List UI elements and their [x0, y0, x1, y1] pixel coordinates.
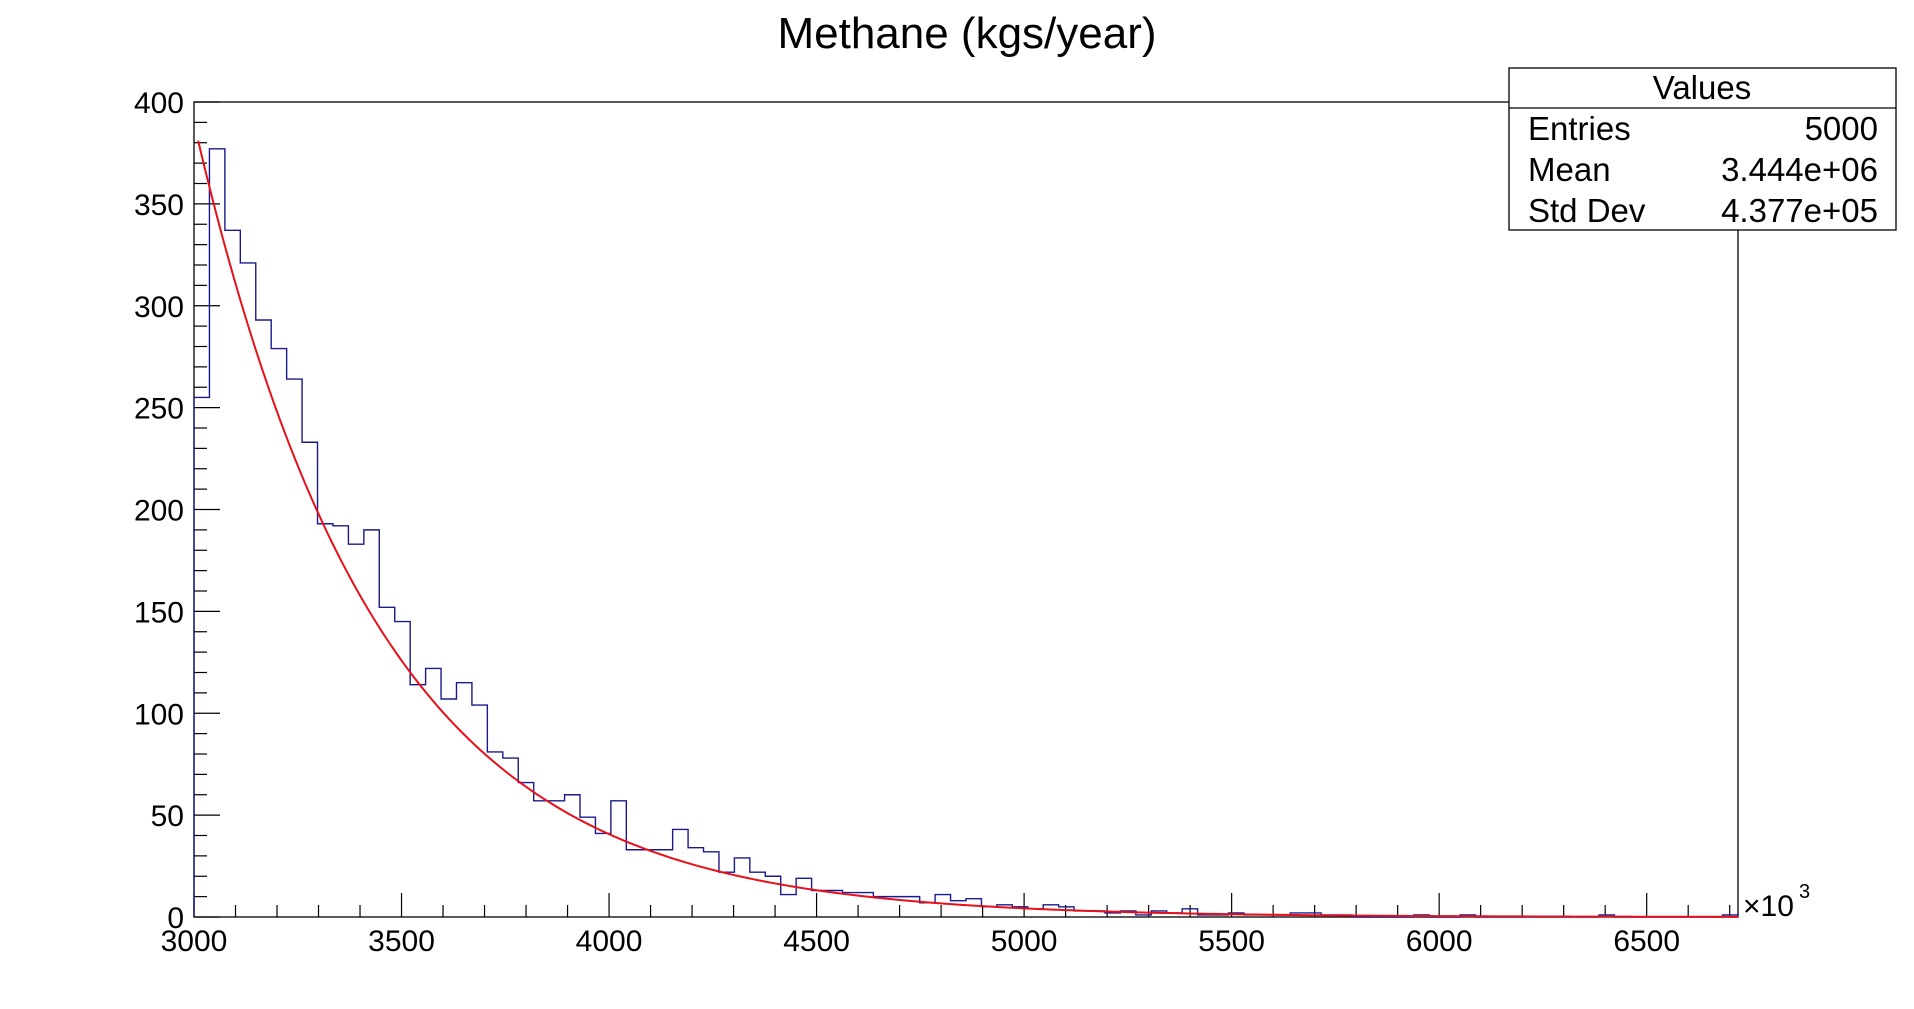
stats-box-frame — [1508, 67, 1897, 231]
exponential-fit-curve — [197, 140, 1738, 918]
x-axis-multiplier: ×10 3 — [1743, 881, 1810, 923]
x-tick-label: 6500 — [1613, 925, 1680, 958]
x-tick-label: 5500 — [1198, 925, 1265, 958]
x-tick-label: 3000 — [161, 925, 228, 958]
x-tick-label: 4000 — [576, 925, 643, 958]
y-tick-label: 0 — [167, 902, 184, 935]
stats-entries-label: Entries — [1528, 110, 1631, 147]
x-tick-label: 4500 — [783, 925, 850, 958]
axis-ticks — [193, 101, 1731, 918]
x-tick-labels: 3000 3500 4000 4500 5000 5500 6000 6500 — [161, 925, 1680, 958]
stats-stddev-value: 4.377e+05 — [1721, 192, 1878, 229]
y-tick-labels: 0 50 100 150 200 250 300 350 400 — [134, 87, 184, 935]
x-multiplier-base: ×10 — [1743, 890, 1794, 923]
stats-mean-label: Mean — [1528, 151, 1611, 188]
histogram-series — [193, 148, 1739, 918]
y-tick-label: 250 — [134, 393, 184, 426]
stats-mean-value: 3.444e+06 — [1721, 151, 1878, 188]
y-tick-label: 200 — [134, 495, 184, 528]
stats-box: Values Entries 5000 Mean 3.444e+06 Std D… — [1508, 67, 1897, 231]
stats-entries-value: 5000 — [1805, 110, 1878, 147]
y-tick-label: 350 — [134, 189, 184, 222]
x-tick-label: 3500 — [368, 925, 435, 958]
y-tick-label: 300 — [134, 291, 184, 324]
stats-box-title: Values — [1653, 69, 1751, 106]
stats-stddev-label: Std Dev — [1528, 192, 1646, 229]
y-tick-label: 400 — [134, 87, 184, 120]
y-tick-label: 150 — [134, 596, 184, 629]
x-tick-label: 6000 — [1406, 925, 1473, 958]
plot-frame — [193, 101, 1739, 918]
x-tick-label: 5000 — [991, 925, 1058, 958]
x-multiplier-exponent: 3 — [1799, 881, 1810, 903]
y-tick-label: 50 — [151, 800, 184, 833]
y-tick-label: 100 — [134, 698, 184, 731]
chart-title: Methane (kgs/year) — [777, 9, 1156, 58]
